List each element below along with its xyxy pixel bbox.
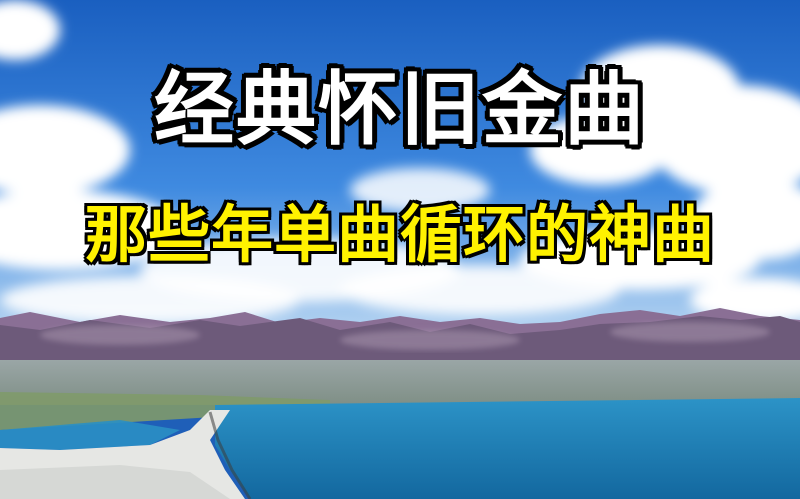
grass (0, 392, 330, 430)
beach-line (208, 411, 252, 499)
lagoon (0, 420, 180, 450)
subtitle: 那些年单曲循环的神曲 (84, 198, 715, 271)
shore-shadow (0, 465, 230, 499)
clouds (0, 0, 800, 324)
main-title: 经典怀旧金曲 (154, 63, 646, 156)
lake (215, 398, 800, 499)
mountain-shading (40, 322, 770, 350)
